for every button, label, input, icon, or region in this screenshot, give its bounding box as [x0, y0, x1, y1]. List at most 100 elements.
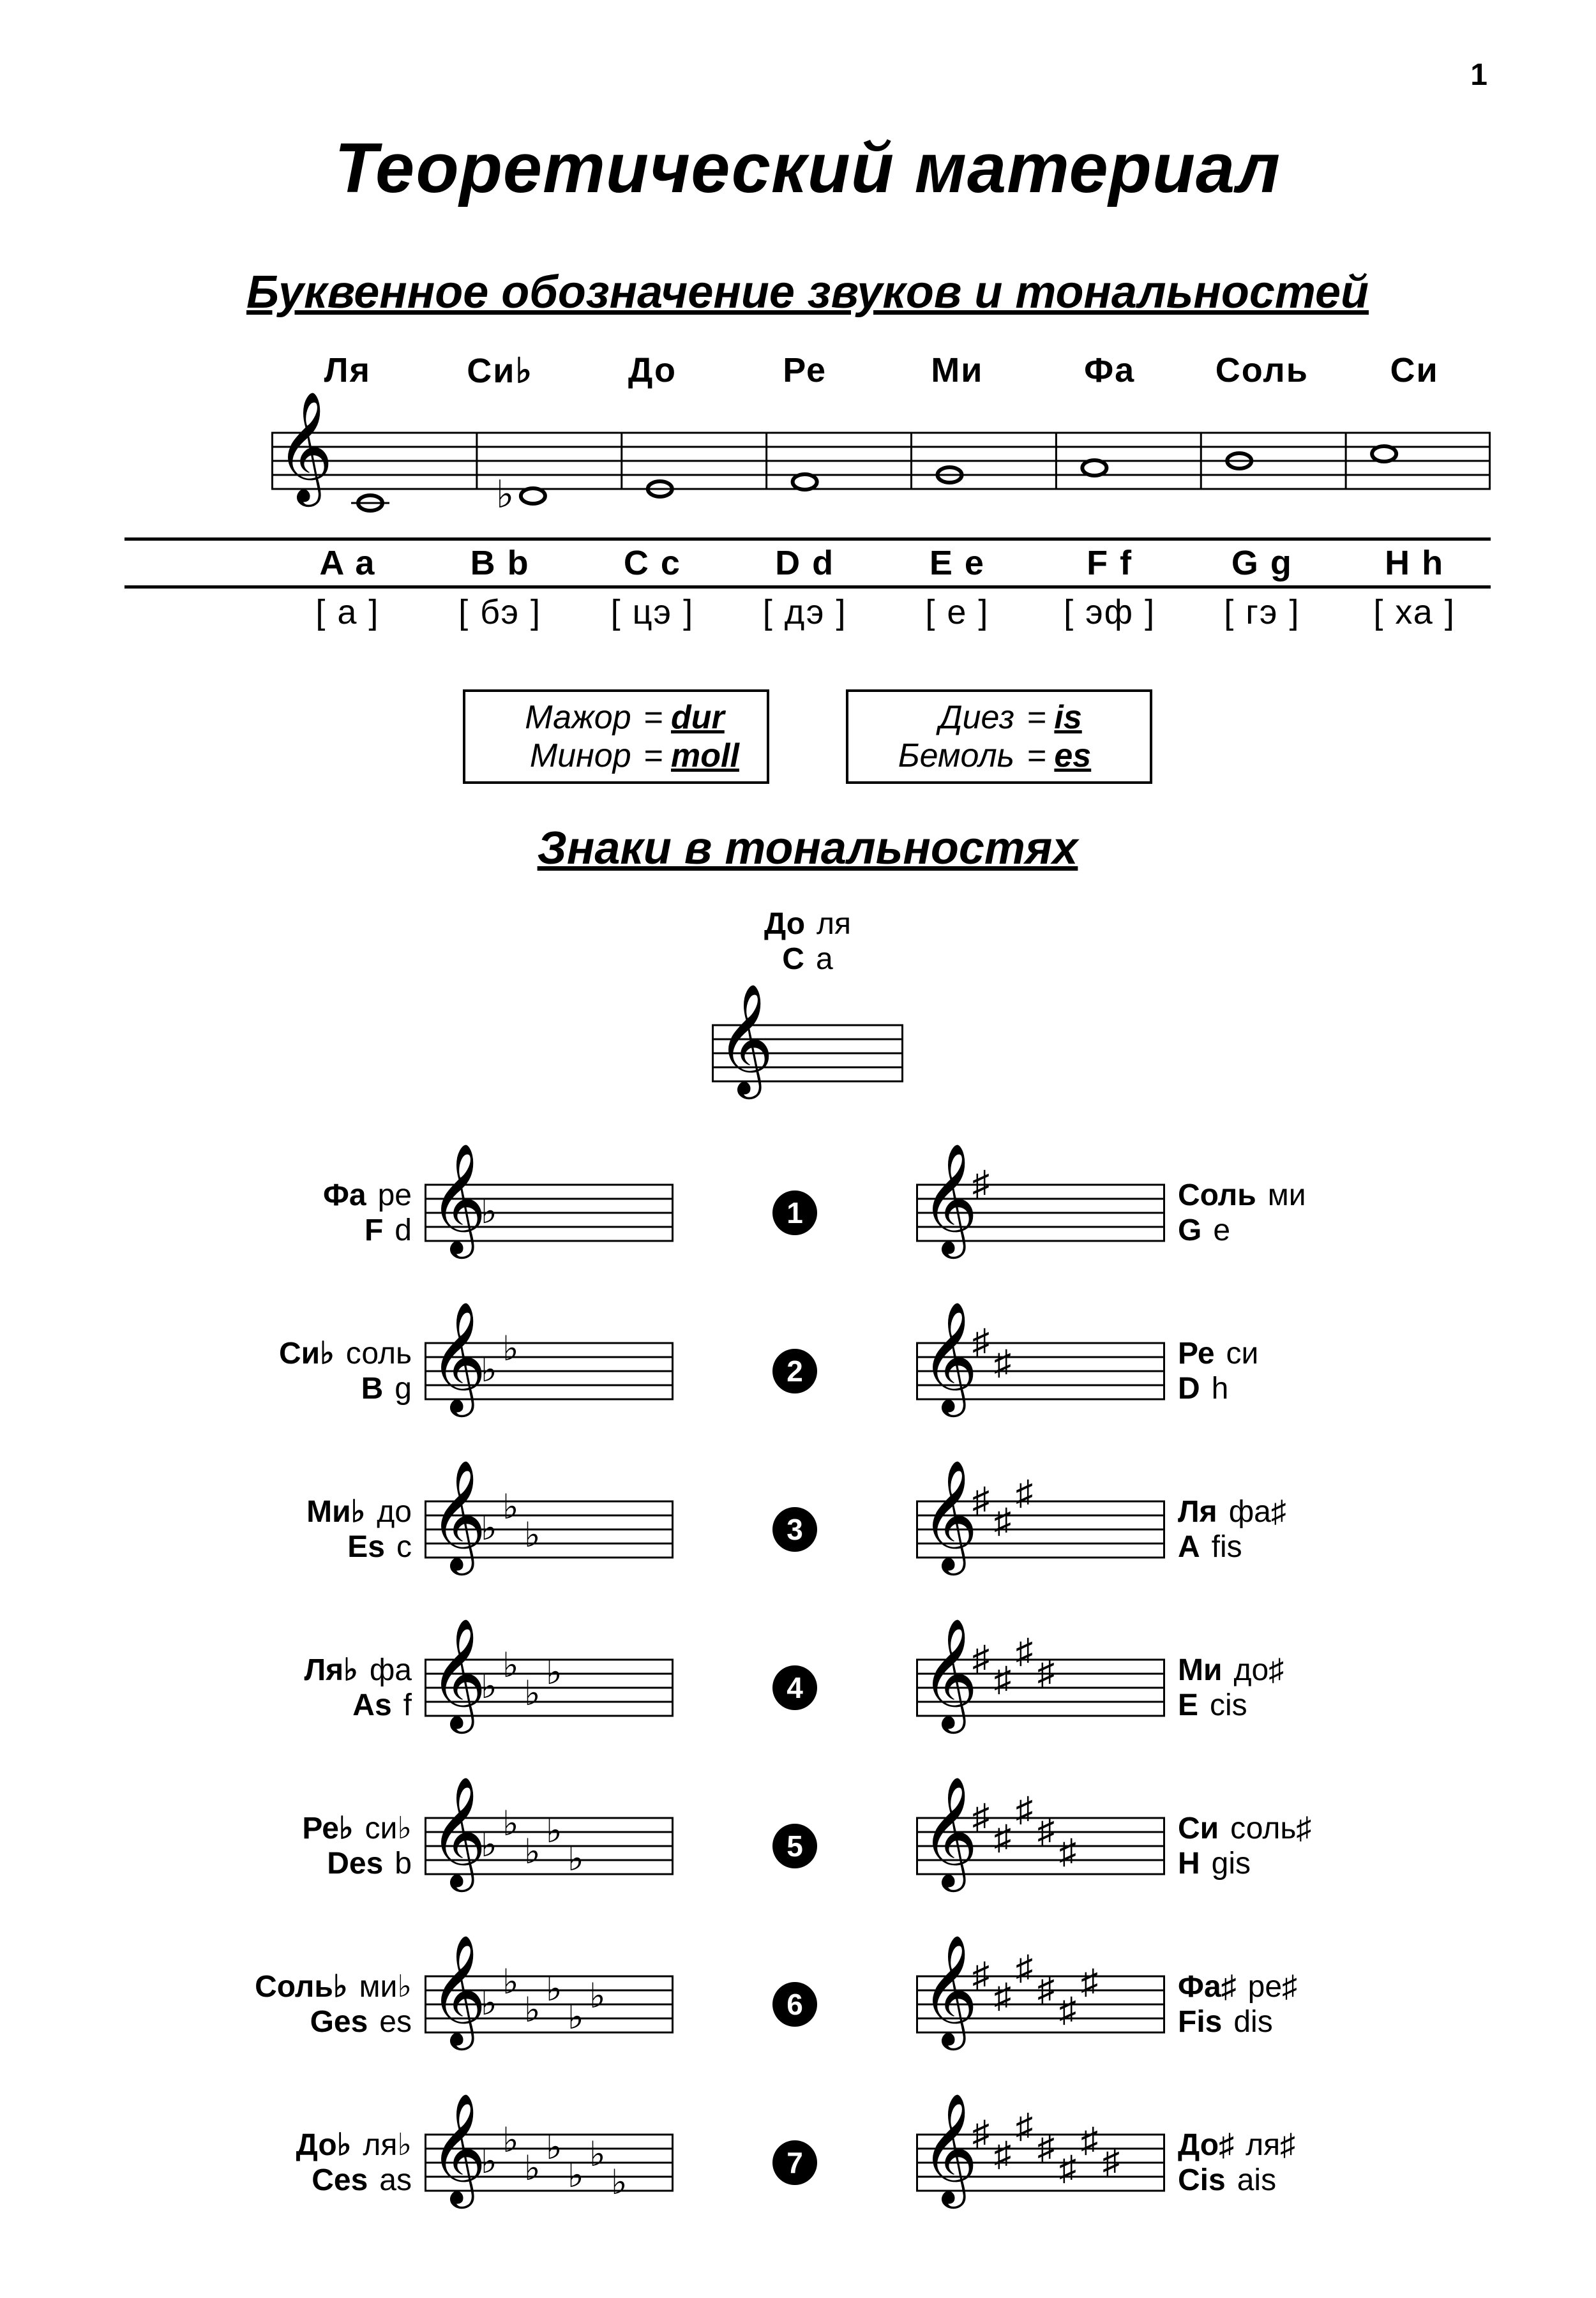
key-label: Мидо♯ Ecis: [1178, 1653, 1369, 1723]
sharp-staff: 𝄞♯♯♯♯♯♯: [916, 1934, 1165, 2075]
key-row: До♭ля♭ Cesas 𝄞♭♭♭♭♭♭♭7𝄞♯♯♯♯♯♯♯ До♯ля♯ Ci…: [124, 2092, 1491, 2233]
svg-text:♯: ♯: [994, 1977, 1011, 2015]
key-top: Доля Ca 𝄞: [124, 906, 1491, 1123]
sharp-staff: 𝄞♯♯♯♯♯: [916, 1776, 1165, 1916]
key-count-badge: 3: [772, 1507, 817, 1552]
sharp-staff: 𝄞♯♯: [916, 1301, 1165, 1441]
svg-text:♭: ♭: [589, 2135, 605, 2174]
svg-text:𝄞: 𝄞: [921, 1143, 978, 1259]
key-row: Фаре Fd 𝄞♭1𝄞♯ Сольми Ge: [124, 1143, 1491, 1283]
section2-title: Знаки в тональностях: [115, 822, 1500, 875]
svg-text:♭: ♭: [524, 1833, 540, 1871]
svg-text:♯: ♯: [1081, 2121, 1098, 2159]
svg-text:♭: ♭: [502, 1488, 518, 1526]
svg-text:♯: ♯: [1059, 1991, 1076, 2029]
note-latin-label: G g: [1186, 543, 1339, 583]
note-ru-label: Фа: [1034, 350, 1186, 391]
flat-staff: 𝄞♭♭: [425, 1301, 674, 1441]
key-label: До♯ля♯ Cisais: [1178, 2128, 1465, 2198]
note-latin-row: A aB bC cD dE eF fG gH h: [124, 543, 1491, 583]
svg-text:𝄞: 𝄞: [921, 1935, 978, 2051]
note-pron-label: [ ха ]: [1338, 592, 1491, 632]
key-label: Реси Dh: [1178, 1336, 1433, 1406]
note-pron-label: [ цэ ]: [576, 592, 729, 632]
svg-text:♯: ♯: [1016, 1791, 1033, 1829]
key-label: До♭ля♭ Cesas: [124, 2128, 412, 2198]
mini-row: Бемоль = es: [868, 737, 1131, 775]
svg-text:♭: ♭: [502, 2121, 518, 2159]
key-signature-grid: Доля Ca 𝄞 Фаре Fd 𝄞♭1𝄞♯ Сольми Ge Си♭сол…: [124, 906, 1491, 2233]
svg-text:♯: ♯: [1037, 1812, 1055, 1850]
svg-text:♭: ♭: [589, 1977, 605, 2015]
note-latin-label: D d: [728, 543, 881, 583]
letter-notation-block: ЛяСи♭ДоРеМиФаСольСи 𝄞♭ A aB bC cD dE eF …: [124, 350, 1491, 632]
svg-text:♯: ♯: [1016, 1632, 1033, 1671]
svg-text:♯: ♯: [972, 1798, 990, 1836]
svg-text:𝄞: 𝄞: [921, 1460, 978, 1576]
svg-text:♭: ♭: [502, 1646, 518, 1685]
flat-staff: 𝄞♭♭♭♭♭: [425, 1776, 674, 1916]
flat-staff: 𝄞♭♭♭: [425, 1459, 674, 1600]
page-title: Теоретический материал: [115, 128, 1500, 209]
note-ru-label: До: [576, 350, 729, 391]
mini-lhs: Диез: [868, 698, 1020, 737]
svg-text:𝄞: 𝄞: [430, 1776, 486, 1893]
mini-row: Диез = is: [868, 698, 1131, 737]
svg-text:♭: ♭: [568, 2156, 583, 2195]
svg-text:𝄞: 𝄞: [276, 391, 333, 507]
svg-text:♯: ♯: [994, 1660, 1011, 1699]
mini-rhs: es: [1054, 737, 1131, 775]
svg-text:♭: ♭: [568, 1998, 583, 2036]
key-row: Си♭соль Bg 𝄞♭♭2𝄞♯♯ Реси Dh: [124, 1301, 1491, 1441]
svg-text:♭: ♭: [502, 1330, 518, 1368]
svg-text:♯: ♯: [1037, 2128, 1055, 2167]
svg-text:♭: ♭: [524, 1516, 540, 1554]
svg-text:♭: ♭: [546, 2128, 562, 2167]
key-row: Ми♭до Esc 𝄞♭♭♭3𝄞♯♯♯ Ляфа♯ Afis: [124, 1459, 1491, 1600]
svg-text:𝄞: 𝄞: [430, 1618, 486, 1734]
key-label: Ля♭фа Asf: [220, 1653, 412, 1723]
svg-text:♯: ♯: [1016, 2107, 1033, 2145]
note-pron-label: [ эф ]: [1034, 592, 1186, 632]
note-ru-label: Ля: [271, 350, 424, 391]
note-latin-label: B b: [424, 543, 576, 583]
svg-text:♭: ♭: [481, 1826, 497, 1864]
mini-table: Мажор = dur Минор = moll: [463, 689, 769, 784]
svg-text:♭: ♭: [524, 1674, 540, 1713]
note-pron-label: [ бэ ]: [424, 592, 576, 632]
svg-text:𝄞: 𝄞: [921, 1302, 978, 1418]
page: 1 Теоретический материал Буквенное обозн…: [0, 0, 1596, 2298]
svg-text:♭: ♭: [568, 1840, 583, 1878]
key-label: Фа♯ре♯ Fisdis: [1178, 1969, 1433, 2039]
svg-text:♭: ♭: [524, 1991, 540, 2029]
note-ru-label: Си: [1338, 350, 1491, 391]
svg-text:♯: ♯: [972, 1164, 990, 1203]
key-row: Ре♭си♭ Desb 𝄞♭♭♭♭♭5𝄞♯♯♯♯♯ Сисоль♯ Hgis: [124, 1776, 1491, 1916]
key-row: Соль♭ми♭ Geses 𝄞♭♭♭♭♭♭6𝄞♯♯♯♯♯♯ Фа♯ре♯ Fi…: [124, 1934, 1491, 2075]
svg-text:♭: ♭: [546, 1812, 562, 1850]
svg-text:♭: ♭: [481, 1192, 497, 1231]
key-count-badge: 5: [772, 1824, 817, 1868]
flat-staff: 𝄞♭: [425, 1143, 674, 1283]
mini-tables: Мажор = dur Минор = moll Диез = is Бемол…: [115, 689, 1500, 784]
svg-text:♯: ♯: [1059, 2149, 1076, 2188]
note-ru-label: Ре: [728, 350, 881, 391]
svg-text:♭: ♭: [502, 1805, 518, 1843]
mini-rhs: moll: [671, 737, 748, 775]
svg-text:♯: ♯: [1059, 1833, 1076, 1871]
note-pron-label: [ гэ ]: [1186, 592, 1339, 632]
note-latin-label: H h: [1338, 543, 1491, 583]
note-pron-label: [ е ]: [881, 592, 1034, 632]
mini-lhs: Бемоль: [868, 737, 1020, 775]
note-latin-label: E e: [881, 543, 1034, 583]
sharp-staff: 𝄞♯♯♯♯♯♯♯: [916, 2092, 1165, 2233]
note-latin-label: A a: [271, 543, 424, 583]
svg-text:𝄞: 𝄞: [430, 1302, 486, 1418]
key-label: Доля Ca: [764, 906, 851, 977]
key-label: Соль♭ми♭ Geses: [156, 1969, 412, 2039]
note-ru-label: Соль: [1186, 350, 1339, 391]
svg-text:♭: ♭: [524, 2149, 540, 2188]
mini-row: Минор = moll: [485, 737, 748, 775]
svg-text:𝄞: 𝄞: [430, 1460, 486, 1576]
svg-text:𝄞: 𝄞: [430, 2093, 486, 2209]
